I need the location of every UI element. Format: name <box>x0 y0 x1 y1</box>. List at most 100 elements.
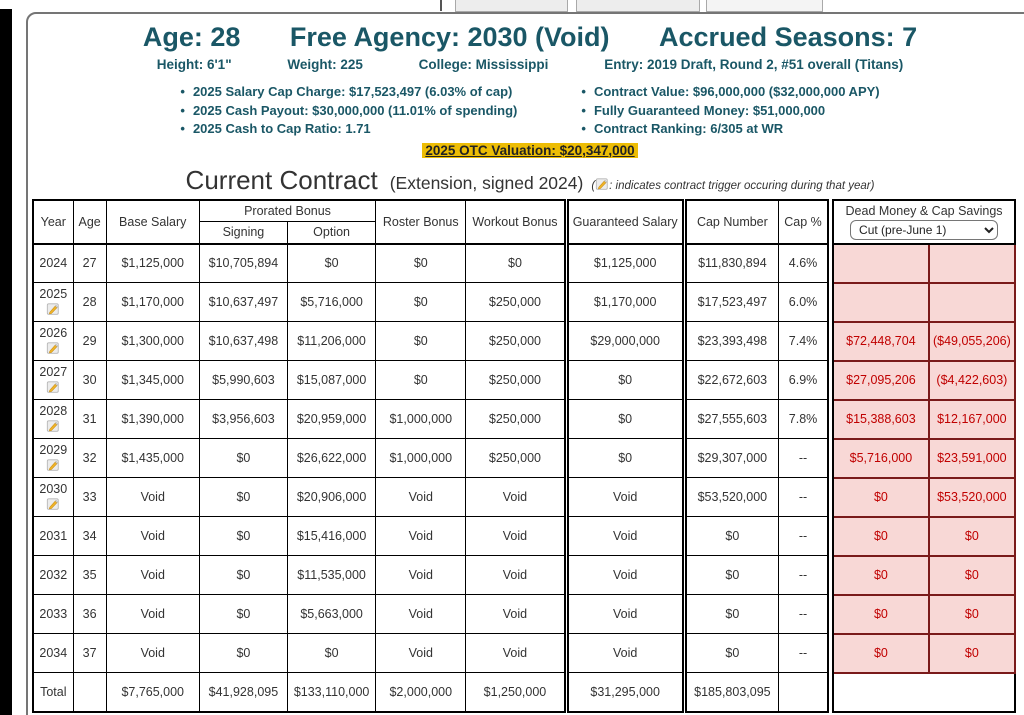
base-salary-cell: $1,345,000 <box>105 360 200 400</box>
year-cell: 2026 <box>32 321 74 361</box>
dead-money-cell: $0 <box>827 632 930 674</box>
contract-trigger-icon <box>46 342 60 356</box>
guaranteed-salary-cell: Void <box>563 477 685 517</box>
contract-ranking-item: Contract Ranking: 6/305 at WR <box>581 120 879 139</box>
trigger-note-text: : indicates contract trigger occuring du… <box>609 179 875 192</box>
cap-number-cell: $53,520,000 <box>681 477 779 517</box>
signing-bonus-cell: $0 <box>198 477 289 517</box>
roster-bonus-cell: $0 <box>375 360 467 400</box>
contract-value-item: Contract Value: $96,000,000 ($32,000,000… <box>581 83 880 102</box>
dead-money-scenario-select[interactable]: Cut (pre-June 1) <box>850 219 999 240</box>
top-nav-tab-2[interactable] <box>576 0 700 12</box>
weight-value: Weight: 225 <box>287 57 363 72</box>
total-age-cell <box>72 672 107 712</box>
contract-trigger-icon <box>595 177 609 192</box>
contract-trigger-icon <box>46 498 60 512</box>
cap-number-cell: $0 <box>681 594 779 634</box>
contract-year-row: 2032 35 Void $0 $11,535,000 Void Void Void $0 -- $… <box>32 554 1017 596</box>
cap-number-cell: $23,393,498 <box>681 321 779 361</box>
college-value: College: Mississippi <box>418 57 549 72</box>
top-nav-tab-1[interactable] <box>455 0 568 12</box>
age-cell: 34 <box>72 516 107 556</box>
option-bonus-cell: $15,087,000 <box>286 360 377 400</box>
total-base-cell: $7,765,000 <box>105 672 200 712</box>
roster-bonus-cell: $0 <box>375 321 467 361</box>
cap-number-cell: $22,672,603 <box>681 360 779 400</box>
workout-bonus-cell: Void <box>465 555 567 595</box>
cash-payout-item: 2025 Cash Payout: $30,000,000 (11.01% of… <box>180 102 517 121</box>
age-cell: 29 <box>72 321 107 361</box>
base-salary-cell: Void <box>105 555 200 595</box>
age-cell: 31 <box>72 399 107 439</box>
option-bonus-cell: $20,906,000 <box>286 477 377 517</box>
guaranteed-salary-cell: $29,000,000 <box>563 321 685 361</box>
dead-money-cell <box>827 281 930 323</box>
contract-year-row: 2027 30 $1,345,000 $5,990,603 $15,087,000 $0 $… <box>32 359 1017 401</box>
total-roster-cell: $2,000,000 <box>375 672 467 712</box>
top-nav-tab-3[interactable] <box>706 0 823 12</box>
workout-bonus-cell: $250,000 <box>465 360 567 400</box>
contract-year-row: 2024 27 $1,125,000 $10,705,894 $0 $0 $0 $1,125,… <box>32 242 1017 284</box>
signing-bonus-cell: $0 <box>198 555 289 595</box>
signing-bonus-cell: $10,705,894 <box>198 243 289 283</box>
workout-bonus-cell: $250,000 <box>465 438 567 478</box>
dead-money-cell: $0 <box>827 515 930 557</box>
contract-year-row: 2025 28 $1,170,000 $10,637,497 $5,716,000 $0 $… <box>32 281 1017 323</box>
workout-bonus-cell: $250,000 <box>465 399 567 439</box>
cap-savings-cell: ($4,422,603) <box>927 359 1017 401</box>
player-bio-line: Height: 6'1" Weight: 225 College: Missis… <box>28 57 1024 72</box>
guaranteed-salary-cell: $0 <box>563 438 685 478</box>
year-cell: 2028 <box>32 399 74 439</box>
base-salary-cell: Void <box>105 477 200 517</box>
contract-year-row: 2030 33 Void $0 $20,906,000 Void Void Void $53,5… <box>32 476 1017 518</box>
col-header-workout-bonus: Workout Bonus <box>465 199 567 245</box>
year-cell: 2030 <box>32 477 74 517</box>
dead-money-cell <box>827 242 930 284</box>
year-cell: 2031 <box>32 516 74 556</box>
base-salary-cell: Void <box>105 516 200 556</box>
screen-edge-strip <box>0 9 12 715</box>
base-salary-cell: Void <box>105 633 200 673</box>
option-bonus-cell: $20,959,000 <box>286 399 377 439</box>
guaranteed-salary-cell: Void <box>563 594 685 634</box>
option-bonus-cell: $0 <box>286 633 377 673</box>
col-header-option: Option <box>286 221 377 245</box>
workout-bonus-cell: Void <box>465 594 567 634</box>
col-header-base-salary: Base Salary <box>105 199 200 245</box>
age-cell: 37 <box>72 633 107 673</box>
roster-bonus-cell: $0 <box>375 243 467 283</box>
option-bonus-cell: $26,622,000 <box>286 438 377 478</box>
player-contract-panel: Age: 28 Free Agency: 2030 (Void) Accrued… <box>26 12 1024 715</box>
signing-bonus-cell: $5,990,603 <box>198 360 289 400</box>
roster-bonus-cell: Void <box>375 516 467 556</box>
base-salary-cell: $1,390,000 <box>105 399 200 439</box>
section-title: Current Contract <box>185 164 378 195</box>
year-cell: 2032 <box>32 555 74 595</box>
cap-number-cell: $17,523,497 <box>681 282 779 322</box>
workout-bonus-cell: $250,000 <box>465 282 567 322</box>
cap-number-cell: $11,830,894 <box>681 243 779 283</box>
cap-number-cell: $27,555,603 <box>681 399 779 439</box>
free-agency-stat: Free Agency: 2030 (Void) <box>289 22 610 52</box>
contract-trigger-icon <box>46 459 60 473</box>
cap-pct-cell: -- <box>777 555 832 595</box>
roster-bonus-cell: $0 <box>375 282 467 322</box>
contract-table-header: Year Age Base Salary Prorated Bonus Rost… <box>32 199 1016 245</box>
dead-money-cell: $0 <box>827 593 930 635</box>
base-salary-cell: Void <box>105 594 200 634</box>
workout-bonus-cell: $250,000 <box>465 321 567 361</box>
cap-number-cell: $0 <box>681 516 779 556</box>
dead-money-cell: $72,448,704 <box>827 320 930 362</box>
col-header-guaranteed-salary: Guaranteed Salary <box>563 199 685 245</box>
cash-to-cap-ratio-item: 2025 Cash to Cap Ratio: 1.71 <box>180 120 517 139</box>
height-value: Height: 6'1" <box>156 57 232 72</box>
base-salary-cell: $1,125,000 <box>105 243 200 283</box>
trigger-note-open: ( <box>591 179 596 192</box>
cap-pct-cell: 6.0% <box>777 282 832 322</box>
age-cell: 28 <box>72 282 107 322</box>
accrued-seasons-stat: Accrued Seasons: 7 <box>659 22 918 52</box>
workout-bonus-cell: Void <box>465 633 567 673</box>
otc-valuation-link[interactable]: 2025 OTC Valuation: $20,347,000 <box>422 142 638 158</box>
option-bonus-cell: $5,663,000 <box>286 594 377 634</box>
age-cell: 36 <box>72 594 107 634</box>
